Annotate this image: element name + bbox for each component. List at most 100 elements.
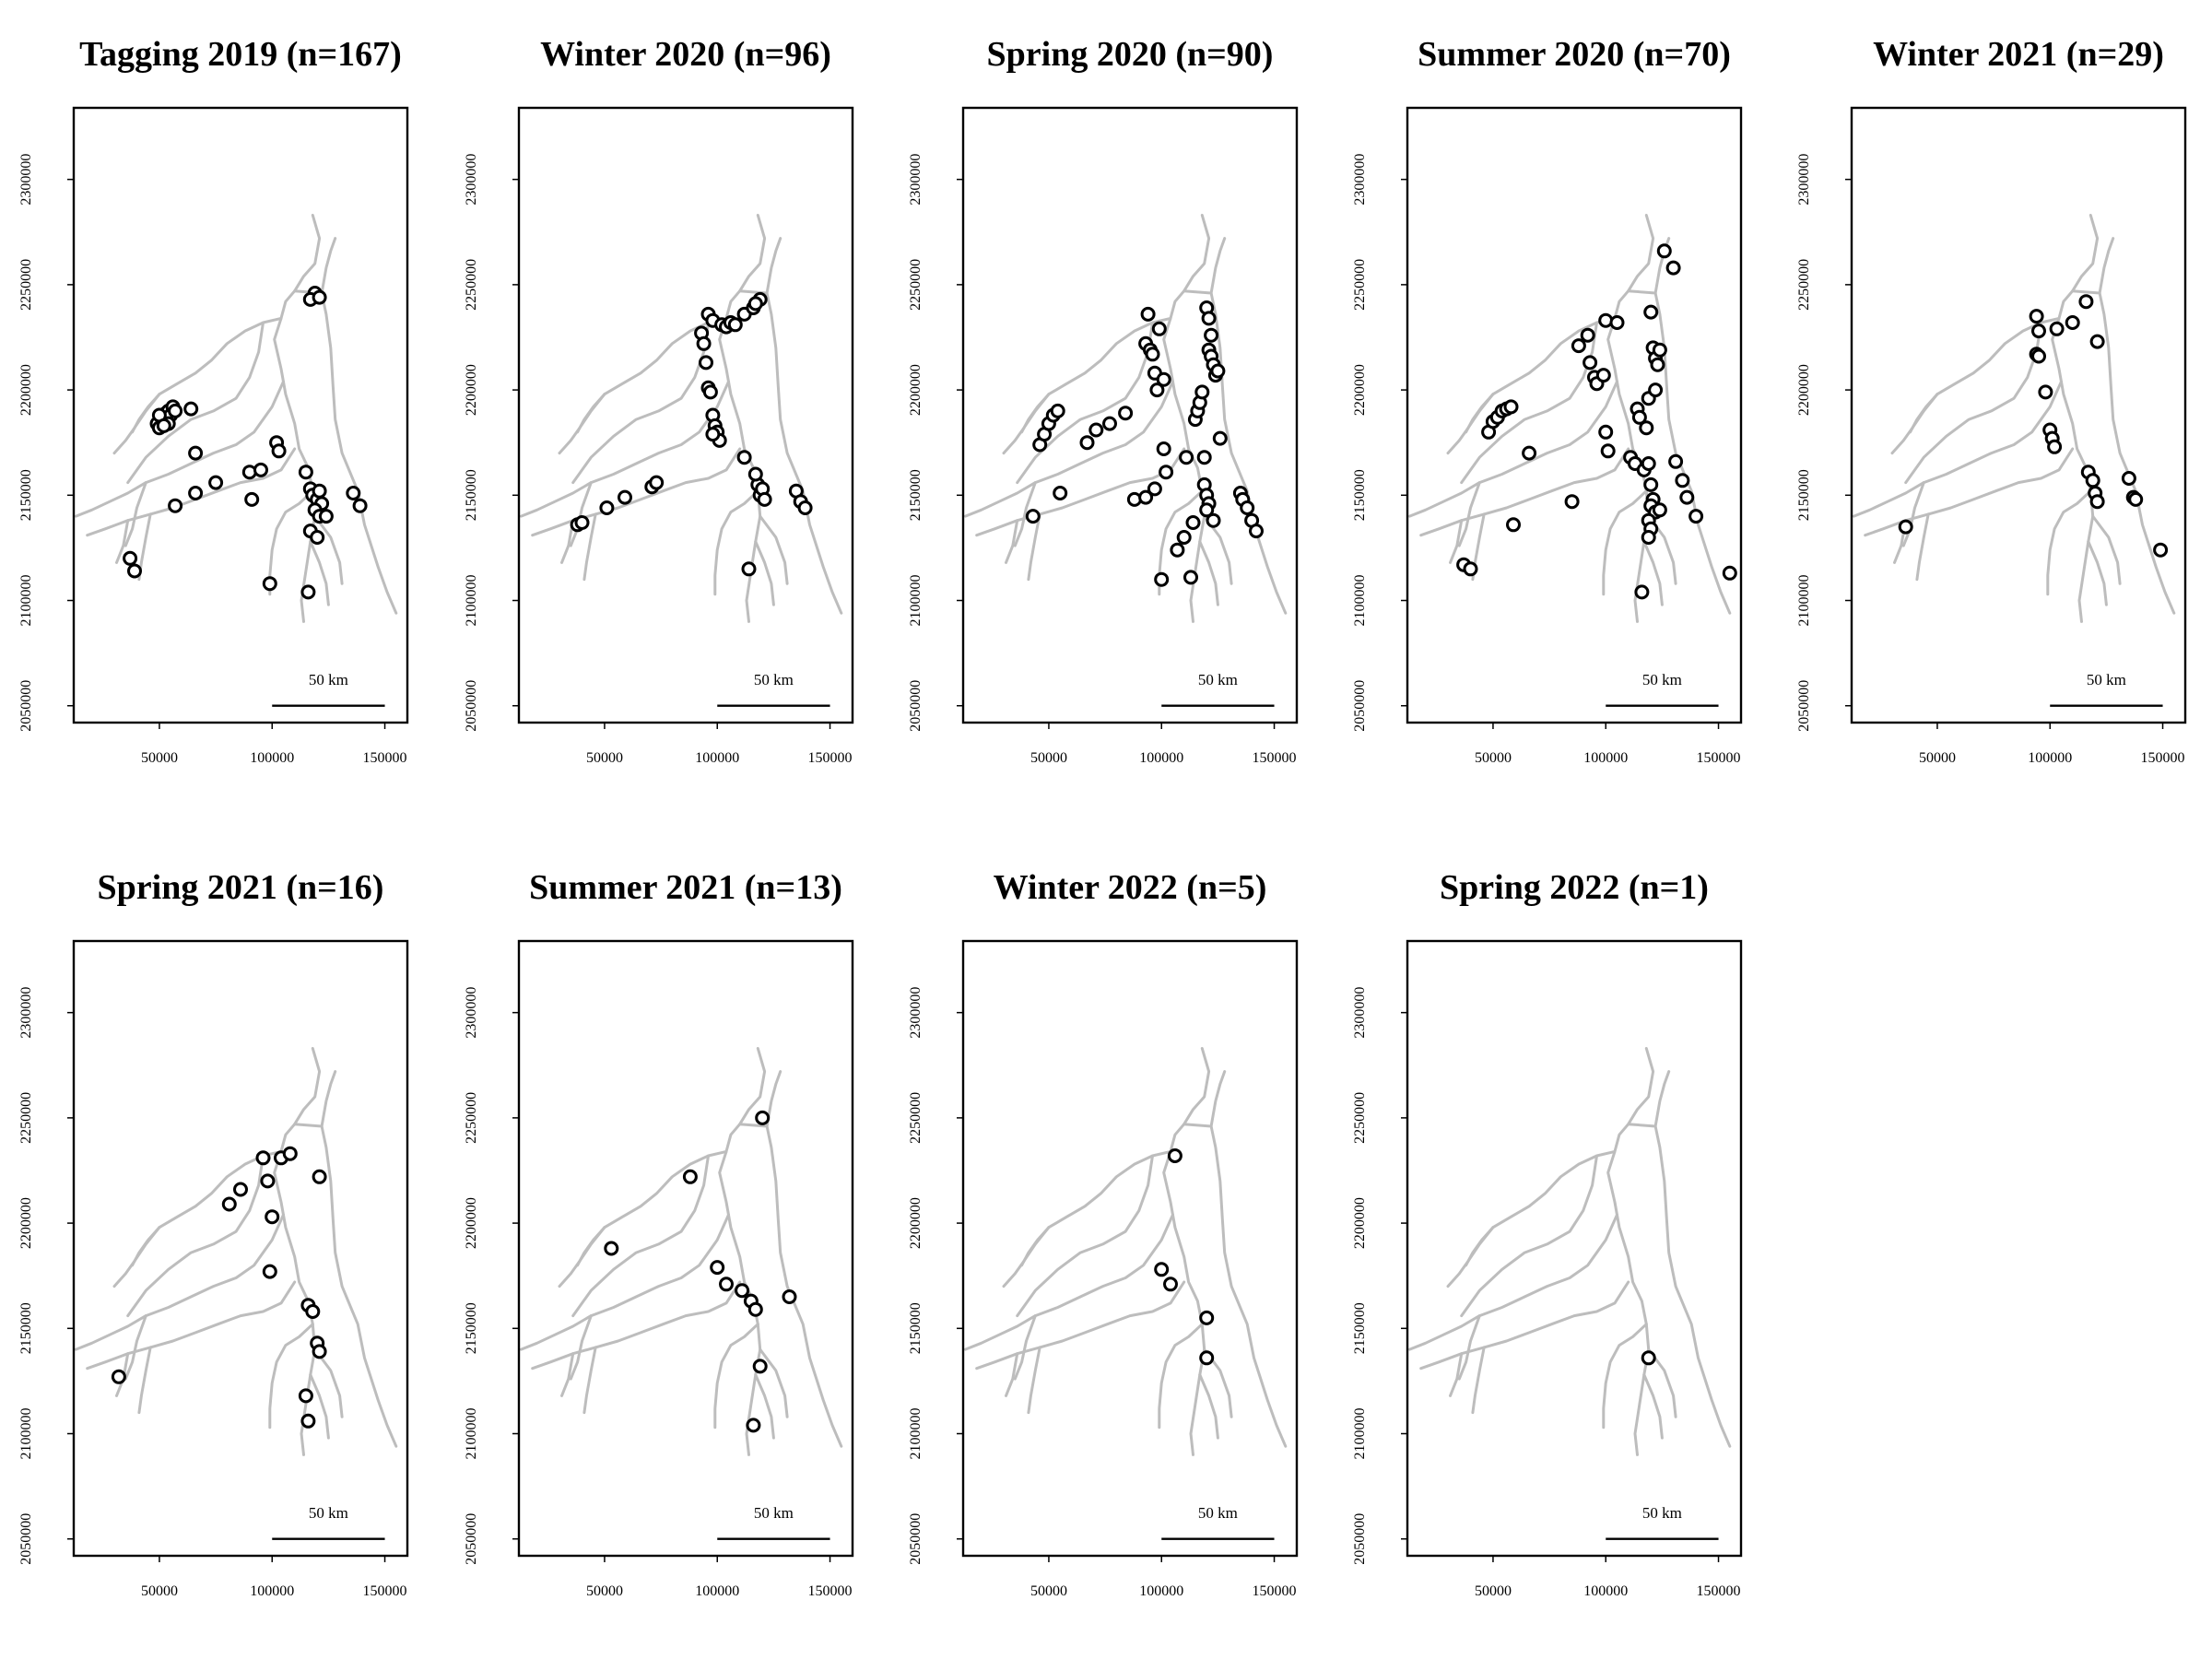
y-tick-label: 2050000 <box>1352 1513 1368 1565</box>
detection-point <box>618 489 632 505</box>
x-tick-label: 150000 <box>363 750 407 766</box>
y-tick-label: 2300000 <box>908 154 924 206</box>
river-line <box>86 1280 297 1371</box>
river-line <box>1182 1123 1288 1448</box>
river-line <box>1852 380 2063 518</box>
river-line <box>975 447 1186 537</box>
detection-point <box>1634 584 1650 600</box>
river-line <box>2091 514 2122 585</box>
river-line <box>112 316 283 455</box>
y-tick-label: 2300000 <box>1352 987 1368 1039</box>
river-line <box>1419 447 1630 537</box>
plot-frame <box>1850 106 2187 724</box>
plot-frame <box>1406 106 1743 724</box>
river-line <box>74 1213 285 1351</box>
river-line <box>1198 1373 1219 1440</box>
x-tick-label: 150000 <box>1253 750 1297 766</box>
detection-point <box>1149 382 1165 398</box>
plot-frame <box>517 939 854 1558</box>
river-line <box>1027 512 1041 582</box>
detection-point <box>736 450 752 465</box>
detection-point <box>310 530 325 545</box>
map-panel: Winter 2020 (n=96) 50000 100000 150000 20500… <box>464 35 854 766</box>
detection-point <box>1088 422 1104 438</box>
x-tick-label: 100000 <box>250 750 294 766</box>
y-tick-label: 2200000 <box>464 1197 479 1249</box>
detection-point <box>1210 363 1226 379</box>
y-tick-label: 2200000 <box>1352 1197 1368 1249</box>
y-tick-label: 2100000 <box>1352 575 1368 627</box>
map-panel: Winter 2022 (n=5) 50000 100000 150000 205000… <box>908 868 1299 1599</box>
plot-frame <box>1406 939 1743 1558</box>
x-tick-label: 50000 <box>1475 750 1512 766</box>
detection-point <box>782 1289 797 1304</box>
panel-title: Spring 2021 (n=16) <box>98 868 384 907</box>
detection-point <box>1154 1262 1170 1277</box>
detection-point <box>244 491 260 507</box>
detection-point <box>1643 304 1659 320</box>
detection-point <box>168 403 183 418</box>
detection-point <box>221 1196 237 1212</box>
detection-point <box>1201 311 1217 326</box>
detection-point <box>1156 441 1171 456</box>
detection-point <box>1675 473 1690 488</box>
river-line <box>1471 1346 1486 1415</box>
river-line <box>1627 1123 1732 1448</box>
river-line <box>313 514 344 585</box>
x-tick-label: 150000 <box>1697 750 1741 766</box>
detection-point <box>747 296 763 312</box>
river-line <box>2071 289 2176 615</box>
map-panel: Winter 2021 (n=29) 50000 100000 150000 20500… <box>1796 35 2187 766</box>
detection-point <box>255 1150 271 1166</box>
detection-point <box>1199 1310 1215 1325</box>
detection-point <box>699 355 713 371</box>
y-tick-label: 2100000 <box>18 1408 34 1460</box>
detection-point <box>746 1418 761 1433</box>
y-tick-label: 2150000 <box>464 1302 479 1354</box>
detection-point <box>719 1277 734 1292</box>
river-line <box>1407 1213 1618 1351</box>
river-line <box>1016 1154 1154 1318</box>
x-tick-label: 50000 <box>141 750 178 766</box>
y-tick-label: 2100000 <box>1352 1408 1368 1460</box>
detection-point <box>797 500 813 515</box>
y-tick-label: 2200000 <box>18 1197 34 1249</box>
map-panel: Spring 2020 (n=90) 50000 100000 150000 20500… <box>908 35 1299 766</box>
river-line <box>1642 540 1664 606</box>
river-line <box>1465 393 1495 434</box>
detection-point <box>1643 477 1659 492</box>
detection-point <box>1154 571 1170 587</box>
detection-point <box>1656 243 1672 259</box>
river-line <box>126 321 265 485</box>
y-tick-label: 2250000 <box>1352 1092 1368 1144</box>
river-line <box>560 1352 575 1397</box>
river-line <box>1460 1154 1598 1318</box>
detection-point <box>1571 338 1586 354</box>
river-line <box>313 1347 344 1418</box>
detection-point <box>1079 435 1095 451</box>
detection-point <box>757 491 772 507</box>
river-line <box>531 447 742 537</box>
y-tick-label: 2100000 <box>464 575 479 627</box>
detection-point <box>1679 489 1695 505</box>
detection-point <box>1583 355 1598 371</box>
map-panel: Summer 2021 (n=13) 50000 100000 150000 20500… <box>464 868 854 1599</box>
detection-point <box>1652 342 1667 358</box>
river-line <box>765 1070 782 1128</box>
detection-point <box>312 289 327 305</box>
river-line <box>738 1123 843 1448</box>
y-tick-label: 2150000 <box>908 469 924 521</box>
river-line <box>309 1373 330 1440</box>
river-line <box>273 214 322 623</box>
detection-point <box>2065 315 2080 330</box>
detection-point <box>1179 450 1194 465</box>
detection-point <box>265 1209 280 1225</box>
y-tick-label: 2250000 <box>464 1092 479 1144</box>
detection-point <box>1598 312 1614 328</box>
x-tick-label: 150000 <box>1253 1583 1297 1599</box>
detection-point <box>271 443 287 459</box>
detection-point <box>1199 502 1215 518</box>
y-tick-label: 2250000 <box>464 259 479 311</box>
river-line <box>1198 540 1219 606</box>
detection-point <box>127 563 142 579</box>
